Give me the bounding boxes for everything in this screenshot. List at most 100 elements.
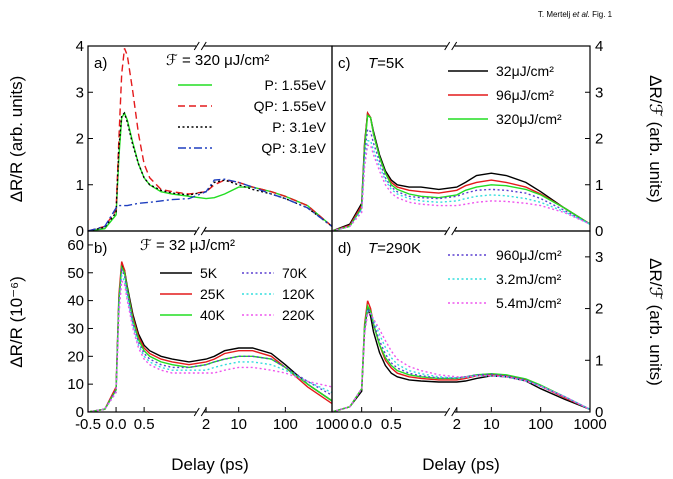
y-tick-label-c: 1: [595, 177, 603, 194]
legend-b-col2-label-0: 70K: [282, 265, 308, 281]
series-line-a-3: [88, 178, 332, 231]
panel-label-a: a): [94, 55, 107, 72]
x-tick-label-b: 1000: [315, 416, 348, 433]
panel-label-c: c): [338, 55, 351, 72]
axis-break-gap-a-0: [196, 42, 205, 50]
axis-break-mark-c-0b: [451, 41, 458, 51]
legend-b-col2-label-1: 120K: [282, 286, 315, 302]
axis-break-mark-b-1b: [200, 407, 207, 417]
y-axis-label-a: ΔR/R (arb. units): [7, 76, 26, 203]
axis-break-mark-a-0a: [193, 41, 200, 51]
legend-d-label-0: 960μJ/cm²: [496, 247, 562, 263]
axis-break-mark-a-0b: [200, 41, 207, 51]
x-tick-label-b: 100: [273, 416, 298, 433]
panel-frame-d: [331, 230, 591, 413]
y-tick-label-c: 0: [595, 223, 603, 240]
legend-a-label-3: QP: 3.1eV: [261, 140, 326, 156]
legend-a-label-1: QP: 1.55eV: [254, 98, 327, 114]
series-line-c-5: [332, 144, 590, 231]
legend-b-col1-label-0: 5K: [200, 265, 218, 281]
y-tick-label-d: 0: [595, 404, 603, 421]
legend-b-col1-label-1: 25K: [200, 286, 226, 302]
axis-break-gap-b-1: [196, 408, 205, 416]
y-tick-label-d: 1: [595, 352, 603, 369]
axis-break-mark-d-0b: [451, 226, 458, 236]
x-tick-label-b: 0.0: [106, 416, 127, 433]
series-line-c-3: [332, 128, 590, 231]
condition-label-c: T=5K: [368, 55, 404, 72]
axis-break-mark-d-0a: [444, 226, 451, 236]
x-tick-label-b: -0.5: [75, 416, 101, 433]
series-line-c-4: [332, 140, 590, 231]
x-axis-label-b: Delay (ps): [171, 455, 248, 474]
legend-c-label-1: 96μJ/cm²: [496, 87, 554, 103]
series-line-c-0: [332, 111, 590, 231]
x-tick-label-b: 0.5: [134, 416, 155, 433]
series-line-a-2: [88, 111, 332, 231]
x-tick-label-d: 1000: [573, 416, 606, 433]
axis-break-gap-c-0: [446, 42, 455, 50]
series-line-b-3: [88, 267, 332, 412]
series-line-d-3: [332, 306, 590, 412]
panel-label-b: b): [94, 240, 107, 257]
y-axis-label-c: ΔR/ℱ (arb. units): [646, 75, 665, 203]
axis-break-mark-b-0a: [193, 226, 200, 236]
y-tick-label-a: 4: [76, 38, 84, 55]
series-line-a-1: [88, 48, 332, 231]
legend-b-col2-label-2: 220K: [282, 307, 315, 323]
axis-break-mark-d-1b: [451, 407, 458, 417]
fluence-label-b: ℱ = 32 μJ/cm²: [140, 237, 235, 254]
series-line-d-5: [332, 313, 590, 412]
x-tick-label-b: 10: [230, 416, 247, 433]
y-tick-label-b: 20: [67, 348, 84, 365]
x-tick-label-d: 0.0: [351, 416, 372, 433]
legend-d-label-2: 5.4mJ/cm²: [496, 295, 562, 311]
series-line-d-0: [332, 305, 590, 412]
condition-label-d: T=290K: [368, 240, 421, 257]
y-tick-label-a: 1: [76, 177, 84, 194]
panel-label-d: d): [338, 240, 351, 257]
x-tick-label-d: 0.5: [381, 416, 402, 433]
y-tick-label-b: 10: [67, 376, 84, 393]
y-tick-label-c: 2: [595, 131, 603, 148]
figure-label: T. Mertelj et al. Fig. 1: [538, 10, 613, 19]
y-tick-label-a: 0: [76, 223, 84, 240]
axis-break-mark-c-0a: [444, 41, 451, 51]
y-tick-label-d: 2: [595, 301, 603, 318]
x-axis-label-d: Delay (ps): [422, 455, 499, 474]
axis-break-gap-d-0: [446, 227, 455, 235]
y-axis-label-d: ΔR/ℱ (arb. units): [646, 258, 665, 386]
series-line-c-1: [332, 111, 590, 231]
axis-break-mark-b-1a: [193, 407, 200, 417]
axis-break-gap-d-1: [446, 408, 455, 416]
series-line-d-2: [332, 303, 590, 412]
axis-break-gap-b-0: [196, 227, 205, 235]
legend-d-label-1: 3.2mJ/cm²: [496, 271, 562, 287]
y-tick-label-c: 4: [595, 38, 603, 55]
legend-a-label-2: P: 3.1eV: [272, 119, 326, 135]
y-tick-label-d: 3: [595, 249, 603, 266]
y-tick-label-b: 0: [76, 404, 84, 421]
y-tick-label-a: 2: [76, 131, 84, 148]
y-axis-label-b: ΔR/R (10⁻⁶): [7, 276, 26, 368]
axis-break-mark-d-1a: [444, 407, 451, 417]
legend-b-col1-label-2: 40K: [200, 307, 226, 323]
x-tick-label-d: 10: [483, 416, 500, 433]
x-tick-label-d: 2: [453, 416, 461, 433]
x-tick-label-d: 100: [528, 416, 553, 433]
y-tick-label-b: 60: [67, 237, 84, 254]
y-tick-label-b: 30: [67, 320, 84, 337]
legend-a-label-0: P: 1.55eV: [265, 77, 327, 93]
legend-c-label-0: 32μJ/cm²: [496, 63, 554, 79]
y-tick-label-c: 3: [595, 84, 603, 101]
axis-break-mark-b-0b: [200, 226, 207, 236]
fluence-label-a: ℱ = 320 μJ/cm²: [166, 52, 269, 69]
series-line-c-2: [332, 114, 590, 231]
y-tick-label-b: 50: [67, 265, 84, 282]
series-line-b-2: [88, 264, 332, 412]
y-tick-label-a: 3: [76, 84, 84, 101]
series-line-d-4: [332, 310, 590, 412]
x-tick-label-b: 2: [202, 416, 210, 433]
y-tick-label-b: 40: [67, 293, 84, 310]
